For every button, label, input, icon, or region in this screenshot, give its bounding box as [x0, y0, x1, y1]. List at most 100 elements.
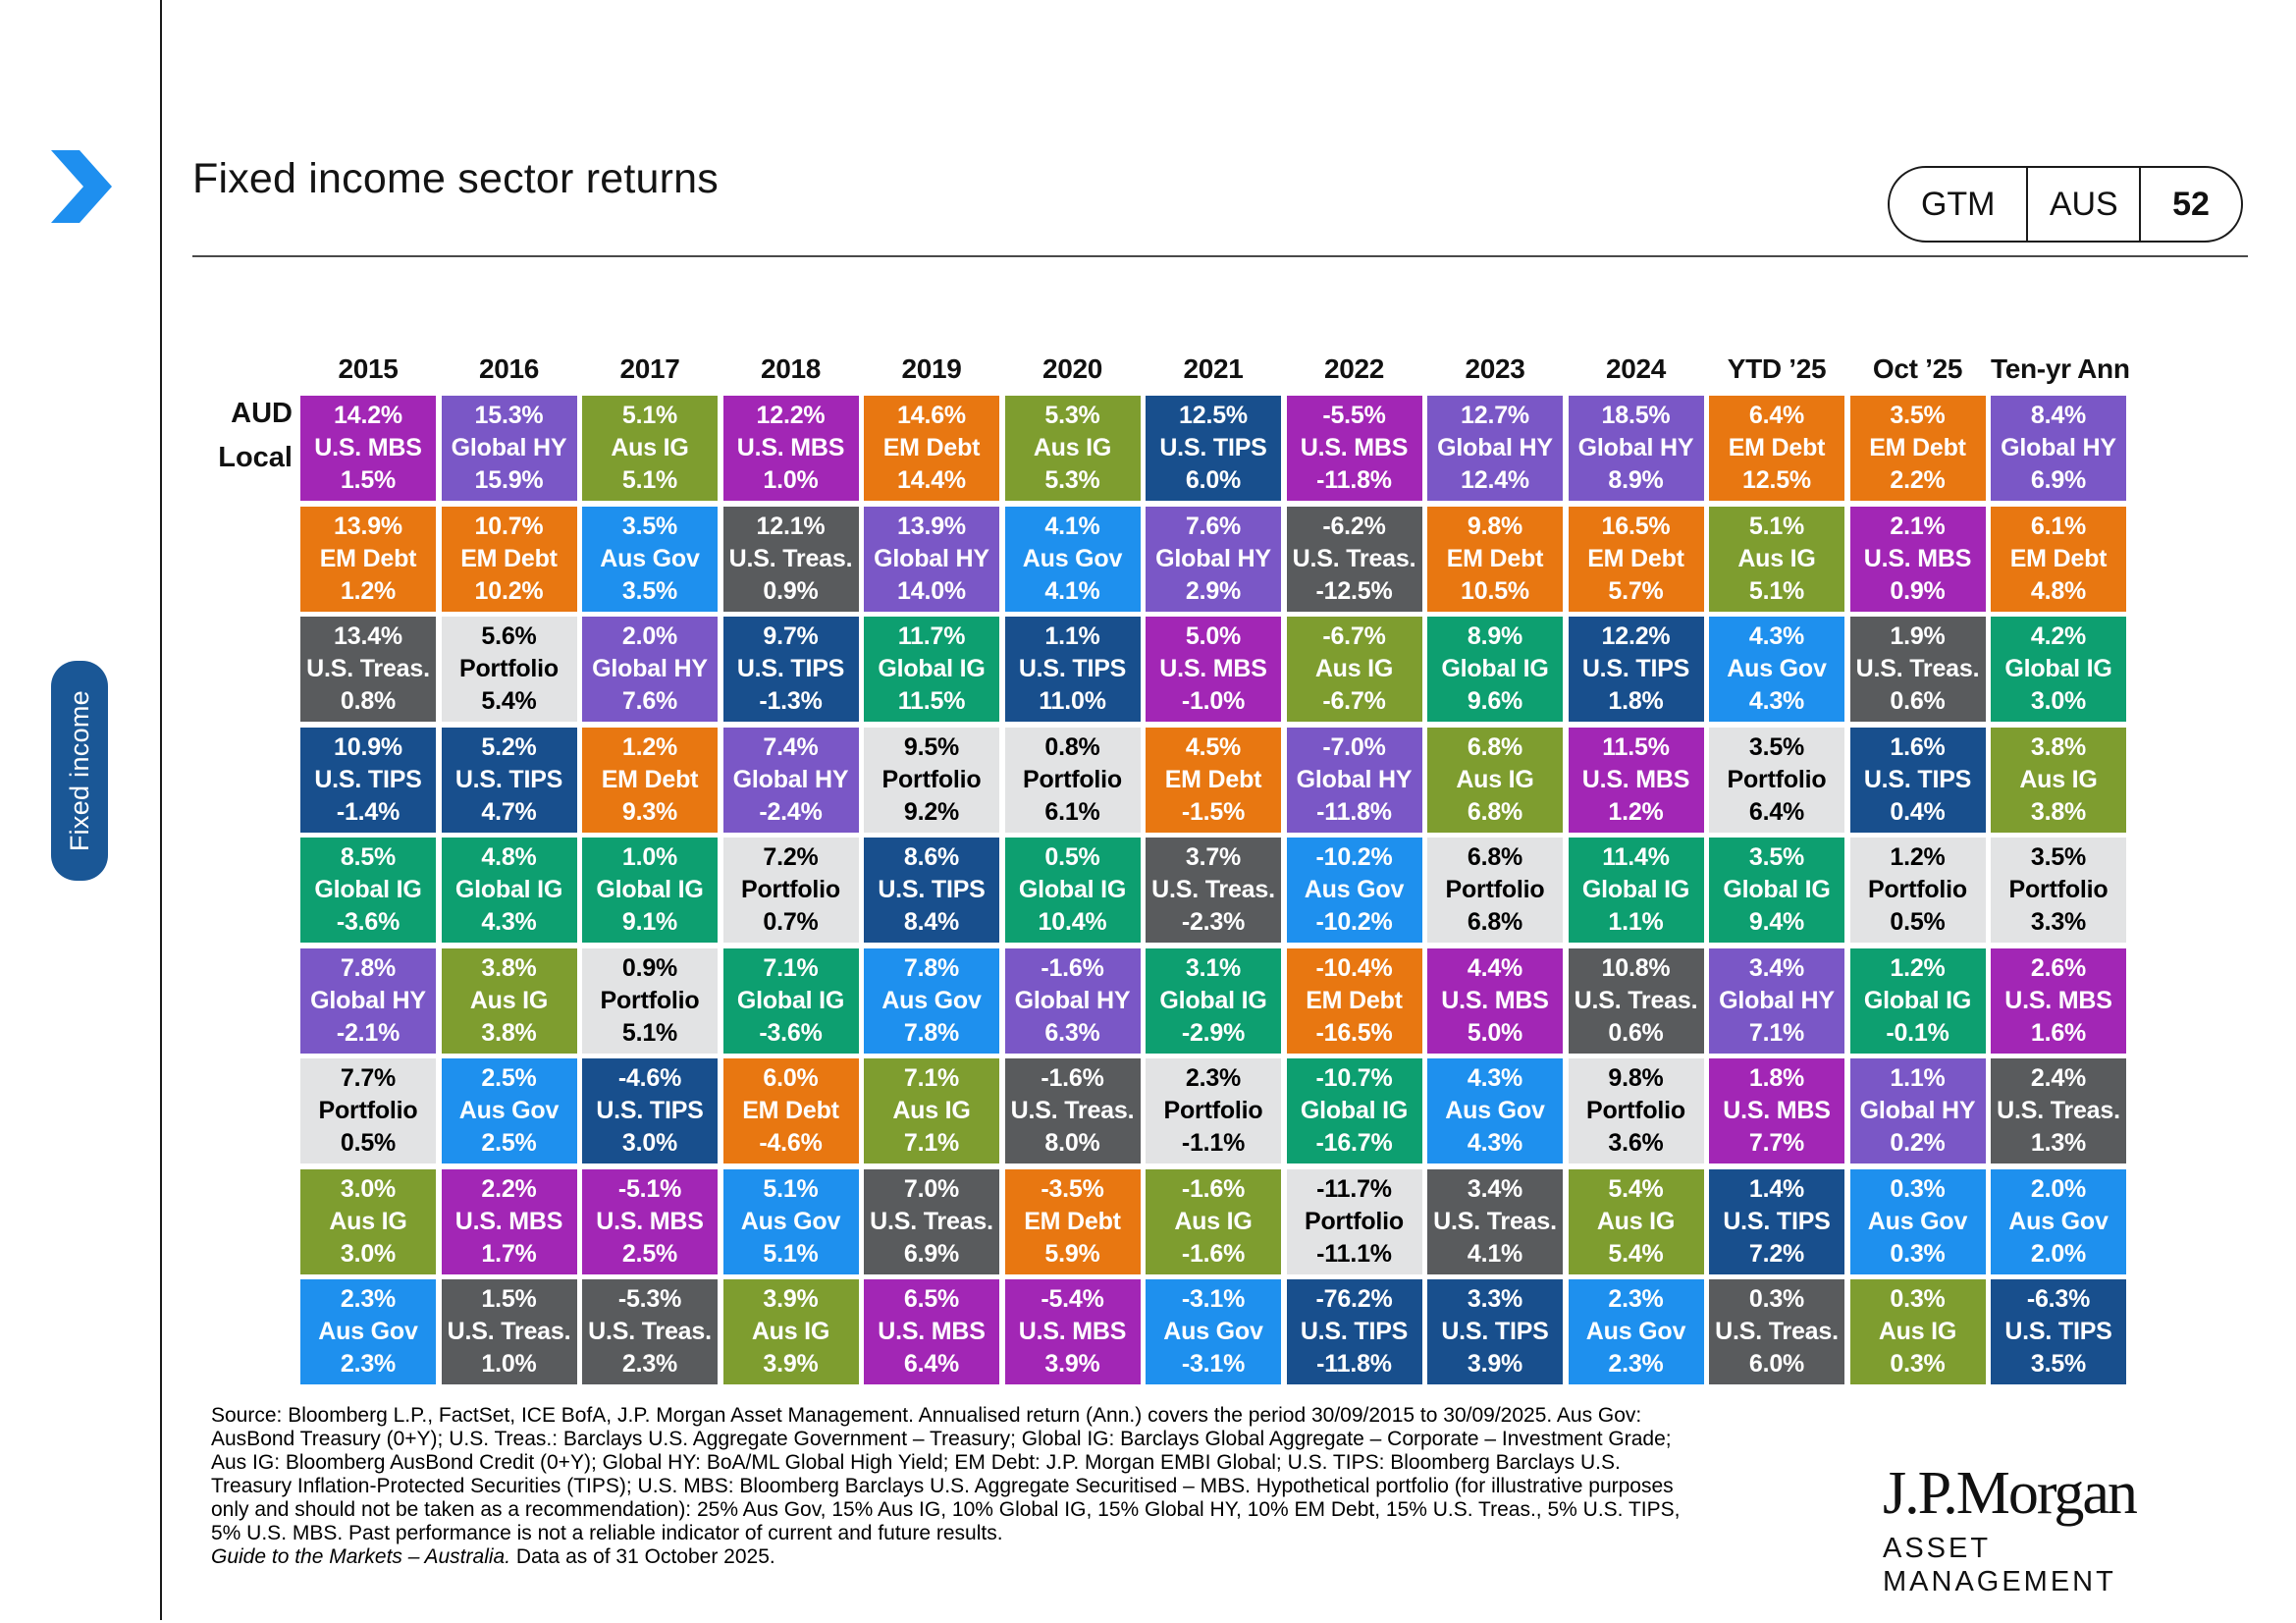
asset-label: Global IG: [736, 986, 845, 1014]
asset-label: Global IG: [2004, 655, 2112, 682]
return-cell-2022-aus-gov: -10.2% Aus Gov -10.2%: [1286, 838, 1422, 943]
local-return: 8.4%: [903, 908, 960, 936]
asset-label: Aus Gov: [2008, 1207, 2109, 1235]
aud-return: 5.1%: [621, 402, 678, 429]
asset-label: U.S. MBS: [1441, 986, 1549, 1014]
asset-label: Global IG: [314, 876, 422, 903]
asset-label: U.S. TIPS: [1300, 1318, 1409, 1345]
aud-return: 6.4%: [1748, 402, 1805, 429]
aud-return: 12.2%: [756, 402, 826, 429]
aud-return: 8.5%: [340, 843, 397, 871]
asset-label: U.S. TIPS: [1581, 655, 1690, 682]
return-cell-oct-25-portfolio: 1.2% Portfolio 0.5%: [1849, 838, 1986, 943]
local-return: 9.6%: [1467, 687, 1523, 715]
asset-label: U.S. MBS: [1863, 544, 1972, 572]
local-return: 6.0%: [1748, 1350, 1805, 1378]
source-footnote: Source: Bloomberg L.P., FactSet, ICE Bof…: [211, 1404, 1698, 1569]
aud-return: 18.5%: [1601, 402, 1671, 429]
aud-return: 0.3%: [1748, 1285, 1805, 1313]
return-cell-2019-u-s-tips: 8.6% U.S. TIPS 8.4%: [864, 838, 999, 943]
return-cell-2017-aus-gov: 3.5% Aus Gov 3.5%: [582, 506, 718, 612]
asset-label: Portfolio: [2008, 876, 2109, 903]
aud-return: 7.6%: [1185, 512, 1242, 540]
asset-label: U.S. MBS: [1018, 1318, 1127, 1345]
aud-return: 13.9%: [897, 512, 966, 540]
local-return: 7.8%: [903, 1018, 960, 1047]
aud-return: 4.2%: [2030, 622, 2087, 650]
asset-label: U.S. MBS: [596, 1207, 704, 1235]
local-return: 0.3%: [1890, 1239, 1946, 1268]
aud-return: 4.3%: [1748, 622, 1805, 650]
aud-return: 2.3%: [340, 1285, 397, 1313]
asset-label: Portfolio: [318, 1097, 418, 1124]
local-return: 0.5%: [340, 1129, 397, 1157]
aud-return: -10.7%: [1315, 1064, 1393, 1092]
aud-return: -6.7%: [1322, 622, 1386, 650]
return-cell-2015-u-s-mbs: 14.2% U.S. MBS 1.5%: [300, 396, 436, 501]
year-column-oct-25: Oct ’25 3.5% EM Debt 2.2% 2.1% U.S. MBS 0.9% 1.…: [1849, 353, 1986, 1384]
return-cell-2024-u-s-mbs: 11.5% U.S. MBS 1.2%: [1568, 727, 1704, 833]
aud-return: -10.2%: [1315, 843, 1393, 871]
local-return: -1.0%: [1181, 687, 1246, 715]
return-cell-2022-u-s-treas: -6.2% U.S. Treas. -12.5%: [1286, 506, 1422, 612]
local-return: 2.3%: [340, 1350, 397, 1378]
asset-label: U.S. Treas.: [870, 1207, 993, 1235]
asset-label: U.S. Treas.: [588, 1318, 712, 1345]
asset-label: Portfolio: [1023, 765, 1122, 793]
return-cell-2020-u-s-tips: 1.1% U.S. TIPS 11.0%: [1004, 617, 1141, 722]
local-return: 4.1%: [1044, 576, 1100, 605]
local-return: 3.8%: [481, 1018, 537, 1047]
asset-label: Global IG: [454, 876, 563, 903]
year-column-2022: 2022 -5.5% U.S. MBS -11.8% -6.2% U.S. Treas. -…: [1286, 353, 1422, 1384]
local-return: 3.9%: [1467, 1350, 1523, 1378]
asset-label: Global HY: [2001, 434, 2116, 461]
column-header-2024: 2024: [1605, 353, 1667, 384]
column-header-2022: 2022: [1323, 353, 1385, 384]
return-cell-2018-u-s-tips: 9.7% U.S. TIPS -1.3%: [722, 617, 859, 722]
return-cell-2024-u-s-tips: 12.2% U.S. TIPS 1.8%: [1568, 617, 1704, 722]
local-return: 7.1%: [903, 1129, 960, 1157]
aud-return: -3.5%: [1041, 1174, 1104, 1203]
local-return: 0.6%: [1890, 687, 1946, 715]
local-return: 5.1%: [1748, 576, 1805, 605]
local-return: -1.3%: [759, 687, 823, 715]
asset-label: Aus IG: [469, 986, 549, 1014]
aud-return: -6.3%: [2026, 1285, 2091, 1313]
local-return: 6.9%: [2030, 466, 2087, 494]
local-return: 5.0%: [1467, 1018, 1523, 1047]
aud-return: -1.6%: [1041, 953, 1104, 982]
return-cell-ytd-25-u-s-tips: 1.4% U.S. TIPS 7.2%: [1709, 1168, 1844, 1274]
local-return: 0.6%: [1608, 1018, 1664, 1047]
aud-return: 3.4%: [1748, 953, 1805, 982]
column-header-2023: 2023: [1465, 353, 1525, 384]
return-cell-2019-em-debt: 14.6% EM Debt 14.4%: [864, 396, 999, 501]
asset-label: U.S. MBS: [454, 1207, 563, 1235]
column-header-ten-yr-ann: Ten-yr Ann: [1991, 353, 2130, 384]
aud-return: 12.1%: [756, 512, 826, 540]
asset-label: Portfolio: [1163, 1097, 1263, 1124]
local-return: 6.8%: [1467, 797, 1523, 826]
asset-label: Aus IG: [751, 1318, 830, 1345]
local-return: 9.4%: [1748, 908, 1805, 936]
return-cell-2021-global-hy: 7.6% Global HY 2.9%: [1146, 506, 1281, 612]
local-return: 10.2%: [474, 576, 544, 605]
asset-management-text: ASSET MANAGEMENT: [1883, 1533, 2116, 1597]
return-cell-2023-aus-ig: 6.8% Aus IG 6.8%: [1427, 727, 1563, 833]
sidebar-tab-fixed-income[interactable]: Fixed income: [51, 661, 108, 881]
return-cell-ten-yr-ann-u-s-tips: -6.3% U.S. TIPS 3.5%: [1991, 1279, 2126, 1384]
asset-label: U.S. TIPS: [454, 765, 563, 793]
local-return: -2.1%: [336, 1018, 400, 1047]
local-return: 1.5%: [340, 466, 397, 494]
column-header-2016: 2016: [478, 353, 540, 384]
return-cell-2021-em-debt: 4.5% EM Debt -1.5%: [1146, 727, 1281, 833]
asset-label: U.S. MBS: [2004, 986, 2112, 1014]
aud-return: 3.5%: [1890, 402, 1946, 429]
asset-label: Global HY: [732, 765, 849, 793]
local-return: 5.1%: [763, 1239, 819, 1268]
aud-return: 7.0%: [903, 1174, 960, 1203]
local-return: 7.1%: [1748, 1018, 1805, 1047]
local-return: 3.5%: [621, 576, 678, 605]
return-cell-2016-aus-ig: 3.8% Aus IG 3.8%: [441, 947, 577, 1054]
aud-return: 1.1%: [1044, 622, 1100, 650]
local-return: 1.1%: [1608, 908, 1664, 936]
